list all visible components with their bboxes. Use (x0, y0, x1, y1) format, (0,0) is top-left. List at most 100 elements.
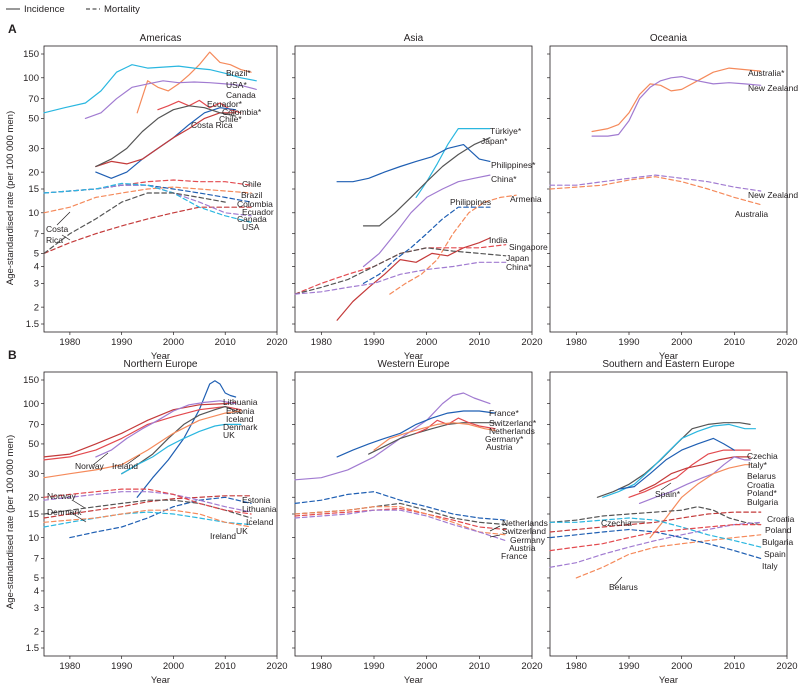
series-label-usa: USA* (226, 80, 247, 90)
y-tick-label: 20 (28, 492, 39, 503)
y-tick-label: 15 (28, 509, 39, 520)
y-tick-label: 50 (28, 114, 39, 125)
x-tick-label: 2010 (724, 661, 745, 672)
series-incidence-netherlands (368, 422, 496, 455)
x-tick-label: 2010 (215, 661, 236, 672)
series-label-lithuania: Lithuania (242, 504, 277, 514)
series-mortality-austria (294, 506, 507, 536)
series-incidence-denmark (121, 406, 242, 475)
panel-americas: Americas 1.5 2 3 4 5 7 10 15 20 30 50 70 100 150 1980 19… (23, 33, 287, 362)
series-label-australia: Australia (735, 209, 768, 219)
series-label-poland: Poland (765, 525, 792, 535)
x-tick-label: 2000 (416, 337, 437, 348)
x-tick-label: 2010 (469, 337, 490, 348)
x-tick-label: 2010 (215, 337, 236, 348)
y-tick-label: 7 (34, 229, 39, 240)
label-leader (92, 452, 109, 466)
series-label-china: China* (491, 174, 517, 184)
x-tick-label: 2010 (724, 337, 745, 348)
series-label-belarus: Belarus (747, 471, 776, 481)
series-mortality-lithuania (69, 496, 252, 539)
y-tick-label: 5 (34, 249, 39, 260)
panel-title: Western Europe (377, 359, 450, 370)
series-incidence-poland (638, 456, 751, 504)
series-incidence-new-zealand (591, 76, 762, 137)
series-label-australia: Australia* (748, 68, 785, 78)
label-leader (61, 234, 71, 241)
series-mortality-australia (549, 176, 762, 206)
series-mortality-iceland (43, 488, 252, 515)
series-incidence-spain (617, 437, 735, 490)
x-axis-title: Year (404, 351, 423, 362)
y-tick-label: 150 (23, 375, 39, 386)
series-label-armenia: Armenia (510, 194, 542, 204)
series-label-switzerland: Switzerland (502, 526, 546, 536)
series-label-new-zealand: New Zealand (748, 83, 798, 93)
series-label-singapore: Singapore (509, 242, 548, 252)
x-tick-label: 1990 (618, 661, 639, 672)
series-label-ireland: Ireland (210, 531, 236, 541)
series-label-austria: Austria (486, 442, 513, 452)
series-incidence-costa-rica (95, 105, 237, 168)
series-mortality-armenia (389, 194, 517, 295)
x-tick-label: 1980 (59, 661, 80, 672)
x-axis-title: Year (151, 351, 170, 362)
series-label-usa: USA (242, 222, 260, 232)
series-label-iceland: Iceland (226, 414, 254, 424)
y-tick-label: 4 (34, 262, 39, 273)
y-tick-label: 150 (23, 49, 39, 60)
x-tick-label: 2020 (521, 337, 542, 348)
series-label-ecuador: Ecuador (242, 207, 274, 217)
y-tick-label: 7 (34, 554, 39, 565)
y-tick-label: 10 (28, 533, 39, 544)
panel-southern-and-eastern-europe: Southern and Eastern Europe 1980 1990 2000 2… (547, 359, 798, 686)
x-axis-title: Year (404, 675, 423, 686)
series-label-brazil: Brazil* (226, 68, 251, 78)
panel-title: Northern Europe (124, 359, 198, 370)
series-label-denmark: Denmark (47, 507, 82, 517)
series-label-switzerland: Switzerland* (489, 418, 537, 428)
series-mortality-japan (294, 247, 507, 295)
series-label-lithuania: Lithuania (223, 397, 258, 407)
series-incidence-china (362, 174, 491, 268)
x-tick-label: 1990 (363, 337, 384, 348)
series-label-austria: Austria (509, 543, 536, 553)
series-label-netherlands: Netherlands (489, 426, 535, 436)
series-label-chile: Chile* (219, 114, 242, 124)
series-label-canada: Canada (226, 90, 256, 100)
panel-title: Asia (404, 33, 424, 44)
series-label-japan: Japan* (481, 136, 508, 146)
series-label-ecuador: Ecuador* (207, 99, 243, 109)
x-tick-label: 2020 (776, 661, 797, 672)
series-label-japan: Japan (506, 253, 529, 263)
series-mortality-ireland (43, 509, 252, 528)
series-label-germany: Germany* (485, 434, 524, 444)
panel-northern-europe: Northern Europe 1.5 2 3 4 5 7 10 15 20 30 50 70 100 15… (23, 359, 287, 686)
panel-oceania: Oceania 1980 1990 2000 2010 2020 Year Australia… (547, 33, 798, 362)
panel-frame (294, 45, 533, 333)
series-label-poland: Poland* (747, 488, 777, 498)
y-tick-label: 30 (28, 144, 39, 155)
x-tick-label: 1980 (566, 661, 587, 672)
series-label-spain: Spain* (655, 489, 681, 499)
series-label-colombia: Colombia (237, 199, 273, 209)
series-mortality-france (294, 509, 507, 542)
series-label-costa: Costa (46, 224, 68, 234)
series-label-t-rkiye: Türkiye* (490, 126, 522, 136)
series-label-estonia: Estonia (242, 495, 271, 505)
label-leader (125, 454, 141, 466)
series-mortality-china (294, 261, 507, 295)
label-leader (489, 525, 501, 532)
series-mortality-spain (549, 517, 762, 548)
series-incidence-lithuania (136, 380, 237, 498)
series-mortality-philippines (362, 206, 491, 284)
series-mortality-uk (43, 511, 252, 528)
x-tick-label: 1990 (111, 661, 132, 672)
series-incidence-t-rkiye (415, 128, 491, 198)
series-incidence-estonia (43, 401, 237, 458)
series-mortality-canada (43, 184, 252, 217)
series-label-iceland: Iceland (246, 517, 274, 527)
series-label-philippines: Philippines* (491, 160, 536, 170)
series-label-denmark: Denmark (223, 422, 258, 432)
